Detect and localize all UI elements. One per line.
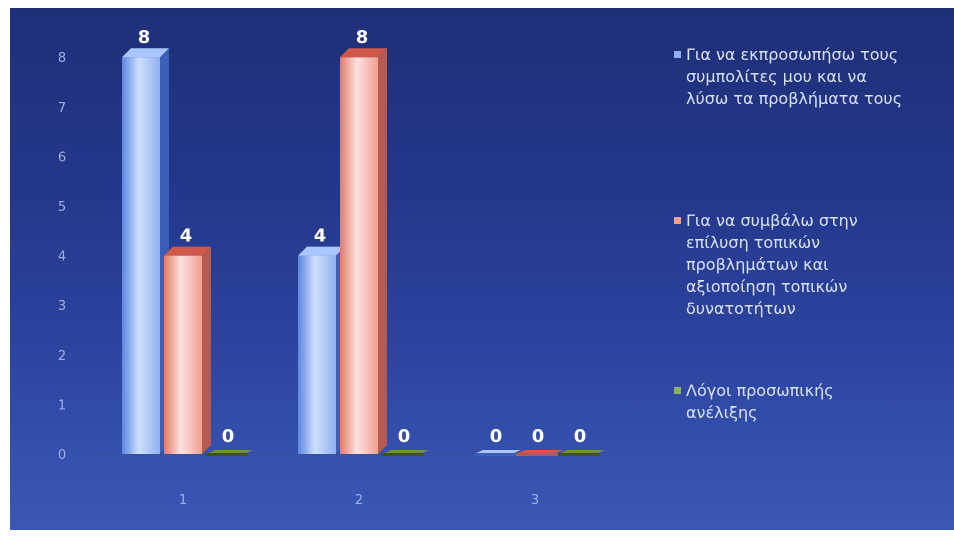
bar: [298, 246, 345, 454]
legend-label: λύσω τα προβλήματα τους: [686, 89, 902, 108]
x-tick-label: 1: [179, 493, 187, 508]
legend-label: Για να συμβάλω στην: [686, 211, 858, 230]
bar: [382, 450, 429, 456]
bar-chart: 0 1 2 3 4 5 6 7 8 8 4 0 4 8 0 0 0 0 1 2 3 Για να εκπροσωπή…: [58, 27, 902, 508]
y-tick-label: 7: [58, 101, 66, 116]
value-label: 0: [532, 426, 545, 447]
x-tick-label: 2: [355, 493, 363, 508]
bar-front: [122, 57, 160, 454]
bar-front: [206, 453, 248, 456]
bar-side: [202, 246, 211, 454]
legend-label: προβλημάτων και: [686, 255, 829, 274]
bar-front: [474, 453, 516, 456]
bar-side: [378, 48, 387, 454]
legend-label: συμπολίτες μου και να: [686, 67, 867, 86]
bar-top: [122, 48, 169, 58]
bar-front: [558, 453, 600, 456]
value-label: 0: [398, 426, 411, 447]
y-tick-label: 3: [58, 299, 66, 314]
legend-entry: Για να συμβάλω στην επίλυση τοπικών προβλη…: [674, 211, 858, 318]
bar: [340, 48, 387, 454]
y-tick-label: 1: [58, 398, 66, 413]
bar-front: [382, 453, 424, 456]
bar: [122, 48, 169, 454]
legend-swatch: [674, 387, 681, 394]
value-label: 8: [356, 27, 369, 48]
bar: [516, 450, 563, 456]
legend-label: Λόγοι προσωπικής: [686, 381, 834, 400]
chart-frame: 0 1 2 3 4 5 6 7 8 8 4 0 4 8 0 0 0 0 1 2 3 Για να εκπροσωπή…: [10, 8, 954, 530]
y-tick-label: 2: [58, 349, 66, 364]
value-label: 0: [222, 426, 235, 447]
y-tick-label: 4: [58, 250, 66, 265]
value-label: 4: [180, 226, 193, 247]
legend-swatch: [674, 51, 681, 58]
bars: 8 4 0 4 8 0 0 0 0: [122, 27, 605, 456]
bar-top: [298, 246, 345, 256]
y-tick-label: 5: [58, 200, 66, 215]
legend-label: επίλυση τοπικών: [686, 233, 820, 252]
bar-front: [340, 57, 378, 454]
bar-top: [164, 246, 211, 256]
legend-label: αξιοποίηση τοπικών: [686, 277, 847, 296]
bar: [206, 450, 253, 456]
value-label: 0: [574, 426, 587, 447]
legend-entry: Λόγοι προσωπικής ανέλιξης: [674, 381, 834, 422]
x-axis: 1 2 3: [179, 493, 539, 508]
y-tick-label: 8: [58, 51, 66, 66]
legend-label: δυνατοτήτων: [686, 299, 796, 318]
legend: Για να εκπροσωπήσω τους συμπολίτες μου κα…: [674, 45, 902, 422]
legend-label: Για να εκπροσωπήσω τους: [686, 45, 898, 64]
y-tick-label: 6: [58, 150, 66, 165]
bar: [474, 450, 521, 456]
legend-label: ανέλιξης: [686, 403, 757, 422]
value-label: 0: [490, 426, 503, 447]
bar-front: [516, 453, 558, 456]
y-tick-label: 0: [58, 448, 66, 463]
bar: [558, 450, 605, 456]
bar: [164, 246, 211, 454]
bar-front: [298, 255, 336, 454]
bar-top: [340, 48, 387, 58]
legend-entry: Για να εκπροσωπήσω τους συμπολίτες μου κα…: [674, 45, 902, 108]
legend-swatch: [674, 217, 681, 224]
value-label: 4: [314, 226, 327, 247]
value-label: 8: [138, 27, 151, 48]
x-tick-label: 3: [531, 493, 539, 508]
bar-front: [164, 255, 202, 454]
